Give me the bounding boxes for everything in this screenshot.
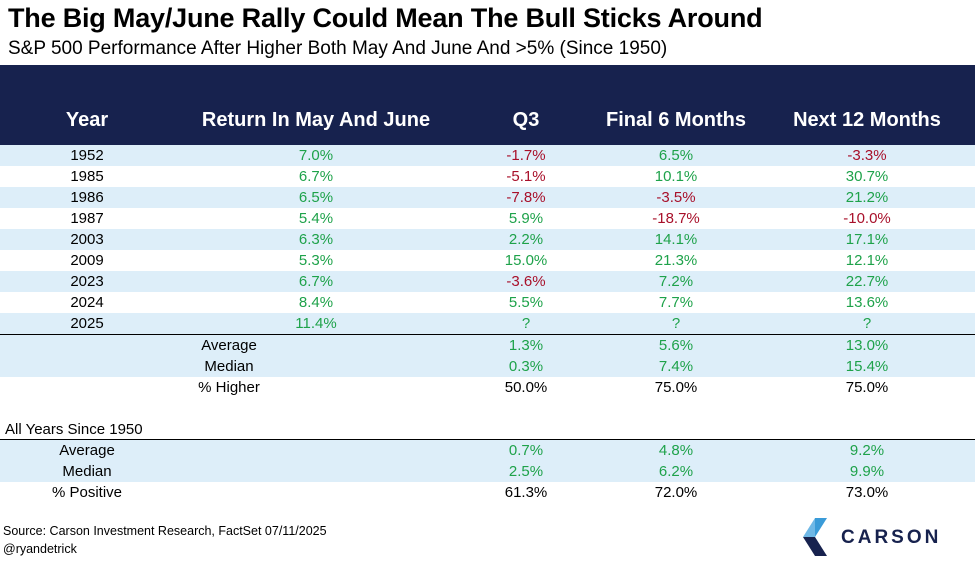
summary-q3-cell: 1.3% (508, 337, 544, 354)
carson-logo-icon (803, 518, 827, 556)
all-years-next-12-months-cell: 73.0% (845, 484, 889, 501)
all-years-q3-cell: 2.5% (508, 463, 544, 480)
all-years-label-cell: Median (62, 463, 112, 480)
next-12-months-cell: 22.7% (845, 273, 889, 290)
all-years-next-12-months-cell: 9.2% (849, 442, 885, 459)
all-years-divider (0, 439, 975, 440)
final-6-months-cell: 7.7% (658, 294, 694, 311)
next-12-months-cell: ? (862, 315, 872, 332)
year-cell: 2009 (70, 252, 104, 269)
table-row (0, 208, 975, 229)
header-year: Year (65, 109, 109, 131)
table-row (0, 166, 975, 187)
table-row (0, 313, 975, 334)
final-6-months-cell: ? (671, 315, 681, 332)
year-cell: 1952 (70, 147, 104, 164)
final-6-months-cell: 7.2% (658, 273, 694, 290)
next-12-months-cell: -10.0% (843, 210, 891, 227)
return-cell: 8.4% (298, 294, 334, 311)
next-12-months-cell: 17.1% (845, 231, 889, 248)
final-6-months-cell: 6.5% (658, 147, 694, 164)
year-cell: 2003 (70, 231, 104, 248)
all-years-final-6-months-cell: 4.8% (658, 442, 694, 459)
summary-final-6-months-cell: 75.0% (654, 379, 698, 396)
table-header (0, 65, 975, 145)
table-row (0, 292, 975, 313)
final-6-months-cell: -3.5% (656, 189, 696, 206)
year-cell: 1987 (70, 210, 104, 227)
all-years-q3-cell: 61.3% (504, 484, 548, 501)
all-years-next-12-months-cell: 9.9% (849, 463, 885, 480)
table-row (0, 229, 975, 250)
summary-label: % Higher (198, 379, 260, 396)
summary-final-6-months-cell: 7.4% (658, 358, 694, 375)
next-12-months-cell: -3.3% (847, 147, 887, 164)
summary-next-12-months-cell: 13.0% (845, 337, 889, 354)
carson-logo: CARSON (803, 518, 963, 558)
all-years-row (0, 461, 975, 482)
next-12-months-cell: 13.6% (845, 294, 889, 311)
header-final-6-months: Final 6 Months (606, 109, 746, 131)
all-years-final-6-months-cell: 6.2% (658, 463, 694, 480)
table-row (0, 271, 975, 292)
year-cell: 2023 (70, 273, 104, 290)
return-cell: 7.0% (298, 147, 334, 164)
summary-label: Average (201, 337, 257, 354)
all-years-row (0, 482, 975, 503)
summary-q3-cell: 50.0% (504, 379, 548, 396)
q3-cell: -3.6% (506, 273, 546, 290)
summary-final-6-months-cell: 5.6% (658, 337, 694, 354)
return-cell: 6.5% (298, 189, 334, 206)
return-cell: 6.7% (298, 273, 334, 290)
q3-cell: 5.5% (508, 294, 544, 311)
chart-title: The Big May/June Rally Could Mean The Bu… (8, 3, 763, 33)
summary-next-12-months-cell: 75.0% (845, 379, 889, 396)
year-cell: 2024 (70, 294, 104, 311)
summary-label: Median (204, 358, 254, 375)
q3-cell: ? (521, 315, 531, 332)
next-12-months-cell: 21.2% (845, 189, 889, 206)
q3-cell: 2.2% (508, 231, 544, 248)
year-cell: 1986 (70, 189, 104, 206)
summary-row (0, 377, 975, 398)
table-row (0, 250, 975, 271)
next-12-months-cell: 30.7% (845, 168, 889, 185)
table-row (0, 187, 975, 208)
return-cell: 5.3% (298, 252, 334, 269)
header-next-12-months: Next 12 Months (793, 109, 941, 131)
return-cell: 5.4% (298, 210, 334, 227)
final-6-months-cell: -18.7% (652, 210, 700, 227)
logo-text: CARSON (841, 527, 942, 548)
final-6-months-cell: 14.1% (654, 231, 698, 248)
summary-q3-cell: 0.3% (508, 358, 544, 375)
return-cell: 11.4% (295, 315, 337, 332)
header-q3: Q3 (512, 109, 540, 131)
next-12-months-cell: 12.1% (845, 252, 889, 269)
author-handle: @ryandetrick (3, 542, 77, 556)
header-return-may-june: Return In May And June (201, 109, 431, 131)
all-years-q3-cell: 0.7% (508, 442, 544, 459)
all-years-final-6-months-cell: 72.0% (654, 484, 698, 501)
summary-row (0, 335, 975, 356)
final-6-months-cell: 21.3% (654, 252, 698, 269)
summary-next-12-months-cell: 15.4% (845, 358, 889, 375)
all-years-row (0, 440, 975, 461)
year-cell: 2025 (70, 315, 104, 332)
q3-cell: -1.7% (506, 147, 546, 164)
year-cell: 1985 (70, 168, 104, 185)
q3-cell: -5.1% (506, 168, 546, 185)
q3-cell: 5.9% (508, 210, 544, 227)
return-cell: 6.3% (298, 231, 334, 248)
all-years-label-cell: % Positive (51, 484, 123, 501)
final-6-months-cell: 10.1% (654, 168, 698, 185)
return-cell: 6.7% (298, 168, 334, 185)
source-note: Source: Carson Investment Research, Fact… (3, 524, 327, 538)
all-years-label: All Years Since 1950 (5, 421, 143, 438)
q3-cell: -7.8% (506, 189, 546, 206)
all-years-label-cell: Average (59, 442, 115, 459)
summary-row (0, 356, 975, 377)
table-row (0, 145, 975, 166)
chart-subtitle: S&P 500 Performance After Higher Both Ma… (8, 38, 668, 59)
q3-cell: 15.0% (504, 252, 548, 269)
